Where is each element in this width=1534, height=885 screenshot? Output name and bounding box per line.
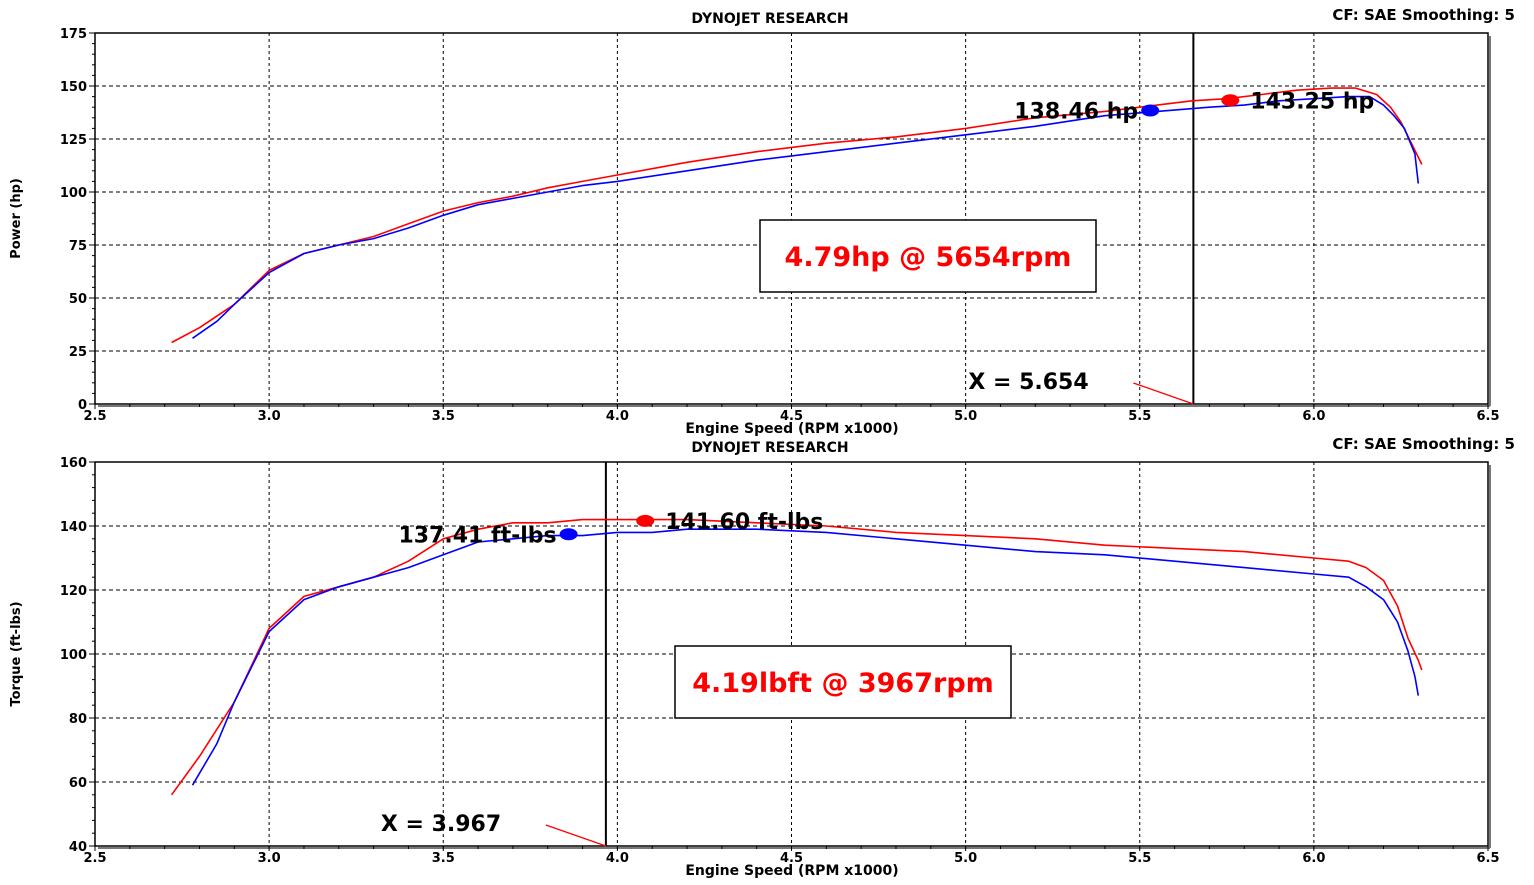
chart-panel-1: 0 25 50 75 100 125 150 175 2.5 3.0 3.5 4.0 4.5 5.0 5.5… <box>9 6 1515 437</box>
series-line-2 <box>191 528 1420 786</box>
y-tick-label: 120 <box>60 584 87 599</box>
cursor-readout: X = 3.967 <box>381 812 501 837</box>
series-line-2 <box>192 95 1420 339</box>
x-tick-label: 3.0 <box>258 409 281 424</box>
peak-marker-label: 143.25 hp <box>1250 89 1374 114</box>
peak-marker <box>1141 104 1160 117</box>
x-tick-label: 6.5 <box>1476 409 1499 424</box>
x-tick-label: 4.5 <box>780 851 803 866</box>
y-tick-label: 40 <box>69 840 87 855</box>
x-axis-label: Engine Speed (RPM x1000) <box>685 421 898 437</box>
peak-marker <box>1221 94 1240 107</box>
peak-marker-label: 137.41 ft-lbs <box>398 523 556 548</box>
y-tick-label: 125 <box>60 133 87 148</box>
x-tick-label: 3.0 <box>258 851 281 866</box>
cursor-readout: X = 5.654 <box>968 370 1088 395</box>
chart-title: DYNOJET RESEARCH <box>691 440 848 456</box>
annotation-box <box>759 219 1097 293</box>
y-tick-label: 140 <box>60 520 87 535</box>
y-axis-label: Torque (ft-lbs) <box>9 601 24 706</box>
y-tick-label: 175 <box>60 27 87 42</box>
x-tick-label: 6.0 <box>1302 851 1325 866</box>
peak-marker-label: 138.46 hp <box>1014 99 1138 124</box>
x-tick-label: 5.5 <box>1128 409 1151 424</box>
x-tick-label: 4.5 <box>780 409 803 424</box>
x-tick-label: 5.0 <box>954 851 977 866</box>
cursor-leader-line <box>545 824 607 847</box>
y-tick-label: 80 <box>69 712 87 727</box>
x-tick-label: 5.0 <box>954 409 977 424</box>
y-tick-label: 60 <box>69 776 87 791</box>
chart-panel-2: 40 60 80 100 120 140 160 2.5 3.0 3.5 4.0 4.5 5.0 5.5 6… <box>9 435 1515 879</box>
x-tick-label: 6.0 <box>1302 409 1325 424</box>
x-tick-label: 2.5 <box>83 409 106 424</box>
x-tick-label: 3.5 <box>432 409 455 424</box>
x-tick-label: 4.0 <box>606 409 629 424</box>
peak-marker <box>636 514 655 527</box>
peak-marker <box>559 528 578 541</box>
y-tick-label: 0 <box>78 398 87 413</box>
y-tick-label: 50 <box>69 292 87 307</box>
cursor-leader-line <box>1133 382 1194 405</box>
x-tick-label: 2.5 <box>83 851 106 866</box>
x-tick-label: 6.5 <box>1476 851 1499 866</box>
y-tick-label: 100 <box>60 186 87 201</box>
x-axis-label: Engine Speed (RPM x1000) <box>685 863 898 879</box>
corner-text: CF: SAE Smoothing: 5 <box>1332 6 1515 24</box>
annotation-text: 4.19lbft @ 3967rpm <box>692 668 994 699</box>
x-tick-label: 3.5 <box>432 851 455 866</box>
y-tick-label: 100 <box>60 648 87 663</box>
corner-text: CF: SAE Smoothing: 5 <box>1332 435 1515 453</box>
y-tick-label: 75 <box>69 239 87 254</box>
y-axis-label: Power (hp) <box>9 178 24 259</box>
annotation-text: 4.79hp @ 5654rpm <box>785 242 1072 273</box>
y-tick-label: 150 <box>60 80 87 95</box>
peak-marker-label: 141.60 ft-lbs <box>665 510 823 535</box>
chart-title: DYNOJET RESEARCH <box>691 11 848 27</box>
annotation-box <box>674 645 1012 719</box>
y-tick-label: 25 <box>69 345 87 360</box>
y-tick-label: 160 <box>60 456 87 471</box>
x-tick-label: 5.5 <box>1128 851 1151 866</box>
x-tick-label: 4.0 <box>606 851 629 866</box>
